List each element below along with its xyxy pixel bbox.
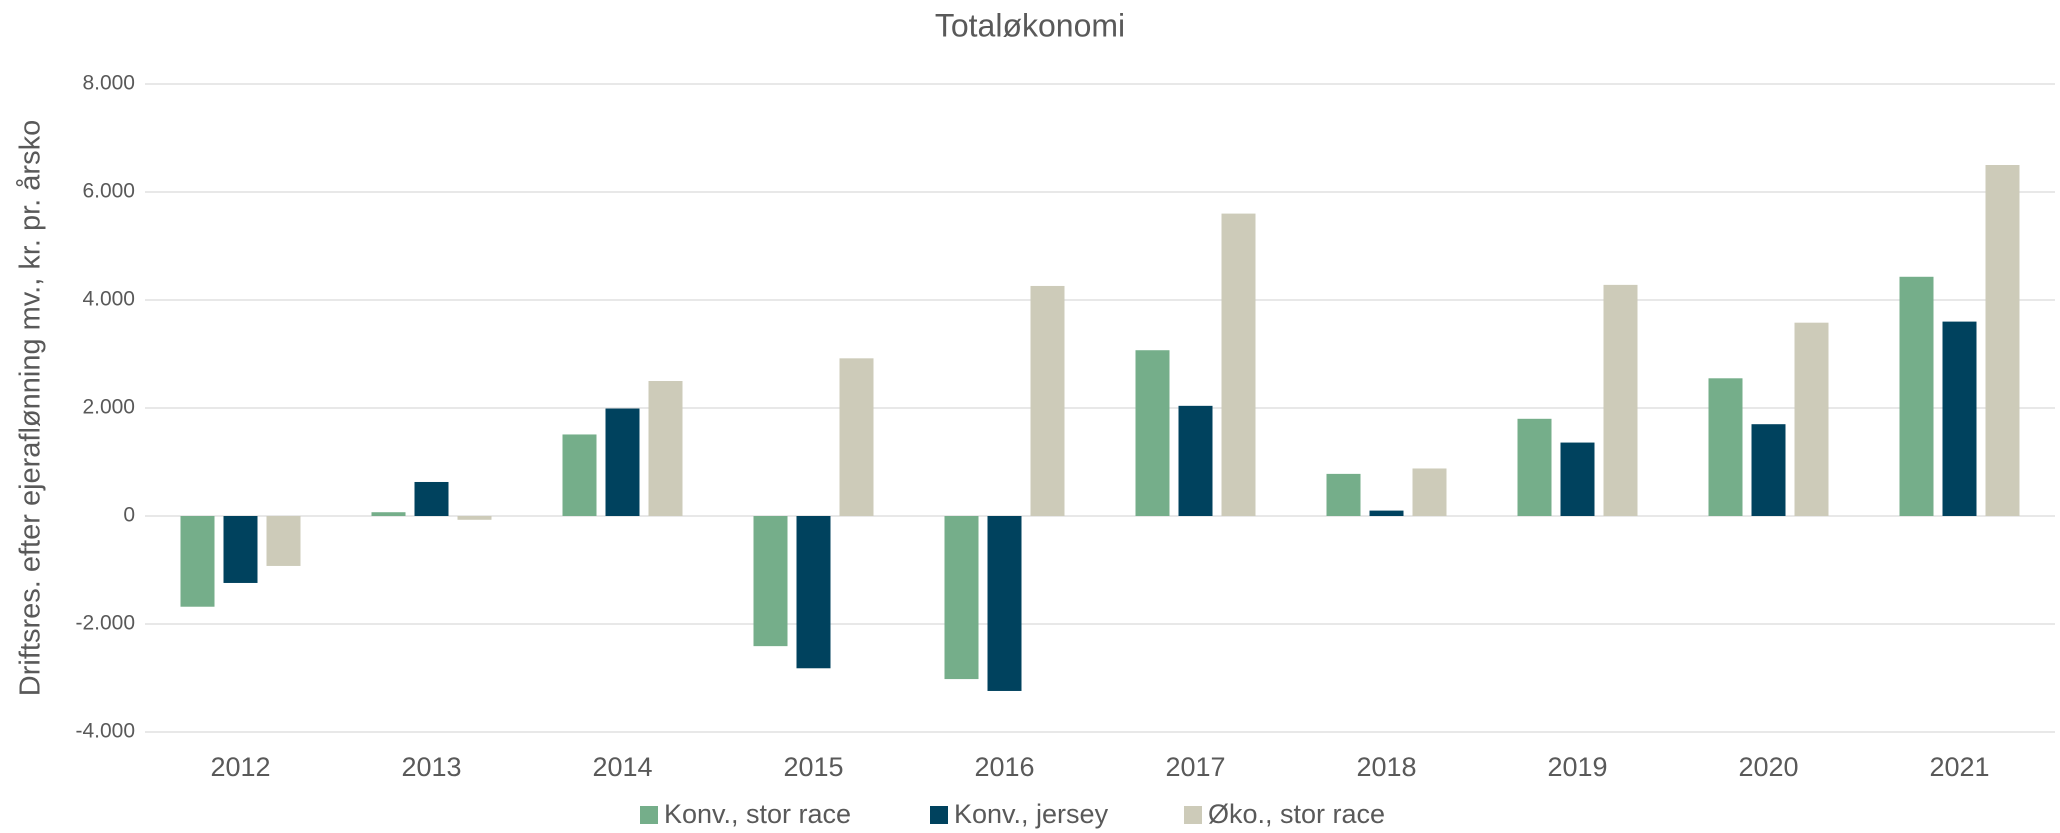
bar (753, 516, 788, 647)
x-tick-label: 2020 (1738, 752, 1798, 782)
bar (1751, 424, 1786, 516)
x-tick-label: 2018 (1356, 752, 1416, 782)
x-tick-label: 2019 (1547, 752, 1607, 782)
bar (1369, 510, 1404, 516)
bar (1517, 418, 1552, 516)
bar (1412, 468, 1447, 516)
bar (1985, 165, 2020, 516)
y-tick-label: 8.000 (82, 72, 135, 95)
x-tick-label: 2015 (783, 752, 843, 782)
x-tick-label: 2016 (974, 752, 1034, 782)
bar (648, 381, 683, 516)
bar (1326, 473, 1361, 516)
chart-title: Totaløkonomi (935, 7, 1125, 43)
bar (371, 512, 406, 516)
bar (457, 516, 492, 520)
legend-label: Konv., jersey (954, 799, 1109, 829)
legend-swatch (640, 806, 658, 824)
bar (605, 408, 640, 516)
bar (562, 434, 597, 516)
bar (1899, 276, 1934, 516)
bar (1794, 322, 1829, 516)
x-tick-label: 2014 (592, 752, 652, 782)
y-tick-label: -4.000 (75, 720, 135, 743)
y-tick-label: 4.000 (82, 288, 135, 311)
bar (944, 516, 979, 680)
legend-swatch (1184, 806, 1202, 824)
bar (266, 516, 301, 566)
bar (180, 516, 215, 607)
bar (1942, 321, 1977, 516)
x-tick-label: 2021 (1929, 752, 1989, 782)
bar (839, 358, 874, 516)
legend-swatch (930, 806, 948, 824)
y-tick-label: -2.000 (75, 612, 135, 635)
x-tick-label: 2013 (401, 752, 461, 782)
y-axis-label: Driftsres. efter ejeraflønning mv., kr. … (15, 120, 47, 696)
bar (414, 481, 449, 516)
legend-label: Øko., stor race (1208, 799, 1385, 829)
bar (987, 516, 1022, 691)
bar (1708, 378, 1743, 516)
x-tick-label: 2017 (1165, 752, 1225, 782)
bar (796, 516, 831, 669)
bar (1603, 284, 1638, 516)
y-tick-label: 2.000 (82, 396, 135, 419)
bar (1135, 350, 1170, 516)
x-tick-label: 2012 (210, 752, 270, 782)
bar (1178, 405, 1213, 516)
y-tick-label: 6.000 (82, 180, 135, 203)
legend-label: Konv., stor race (664, 799, 851, 829)
bar (1560, 442, 1595, 516)
bar (1030, 285, 1065, 516)
y-tick-label: 0 (123, 504, 135, 527)
bar (1221, 213, 1256, 516)
bar (223, 516, 258, 583)
